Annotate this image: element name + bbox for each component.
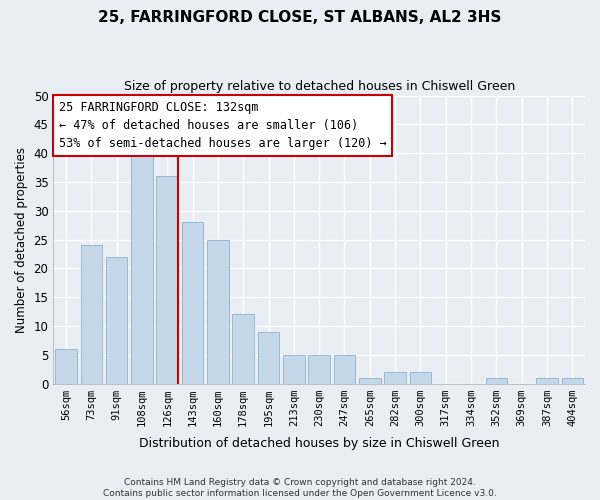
Bar (359, 378, 380, 384)
Bar (157, 176, 178, 384)
X-axis label: Distribution of detached houses by size in Chiswell Green: Distribution of detached houses by size … (139, 437, 499, 450)
Bar (55, 349, 77, 384)
Text: Contains HM Land Registry data © Crown copyright and database right 2024.
Contai: Contains HM Land Registry data © Crown c… (103, 478, 497, 498)
Bar (80, 246, 102, 384)
Bar (258, 332, 279, 384)
Bar (334, 354, 355, 384)
Text: 25 FARRINGFORD CLOSE: 132sqm
← 47% of detached houses are smaller (106)
53% of s: 25 FARRINGFORD CLOSE: 132sqm ← 47% of de… (59, 102, 386, 150)
Bar (410, 372, 431, 384)
Bar (106, 257, 127, 384)
Bar (308, 354, 330, 384)
Bar (385, 372, 406, 384)
Bar (536, 378, 558, 384)
Bar (562, 378, 583, 384)
Bar (131, 142, 152, 384)
Bar (283, 354, 305, 384)
Title: Size of property relative to detached houses in Chiswell Green: Size of property relative to detached ho… (124, 80, 515, 93)
Bar (182, 222, 203, 384)
Bar (485, 378, 507, 384)
Text: 25, FARRINGFORD CLOSE, ST ALBANS, AL2 3HS: 25, FARRINGFORD CLOSE, ST ALBANS, AL2 3H… (98, 10, 502, 25)
Bar (207, 240, 229, 384)
Y-axis label: Number of detached properties: Number of detached properties (15, 146, 28, 332)
Bar (232, 314, 254, 384)
